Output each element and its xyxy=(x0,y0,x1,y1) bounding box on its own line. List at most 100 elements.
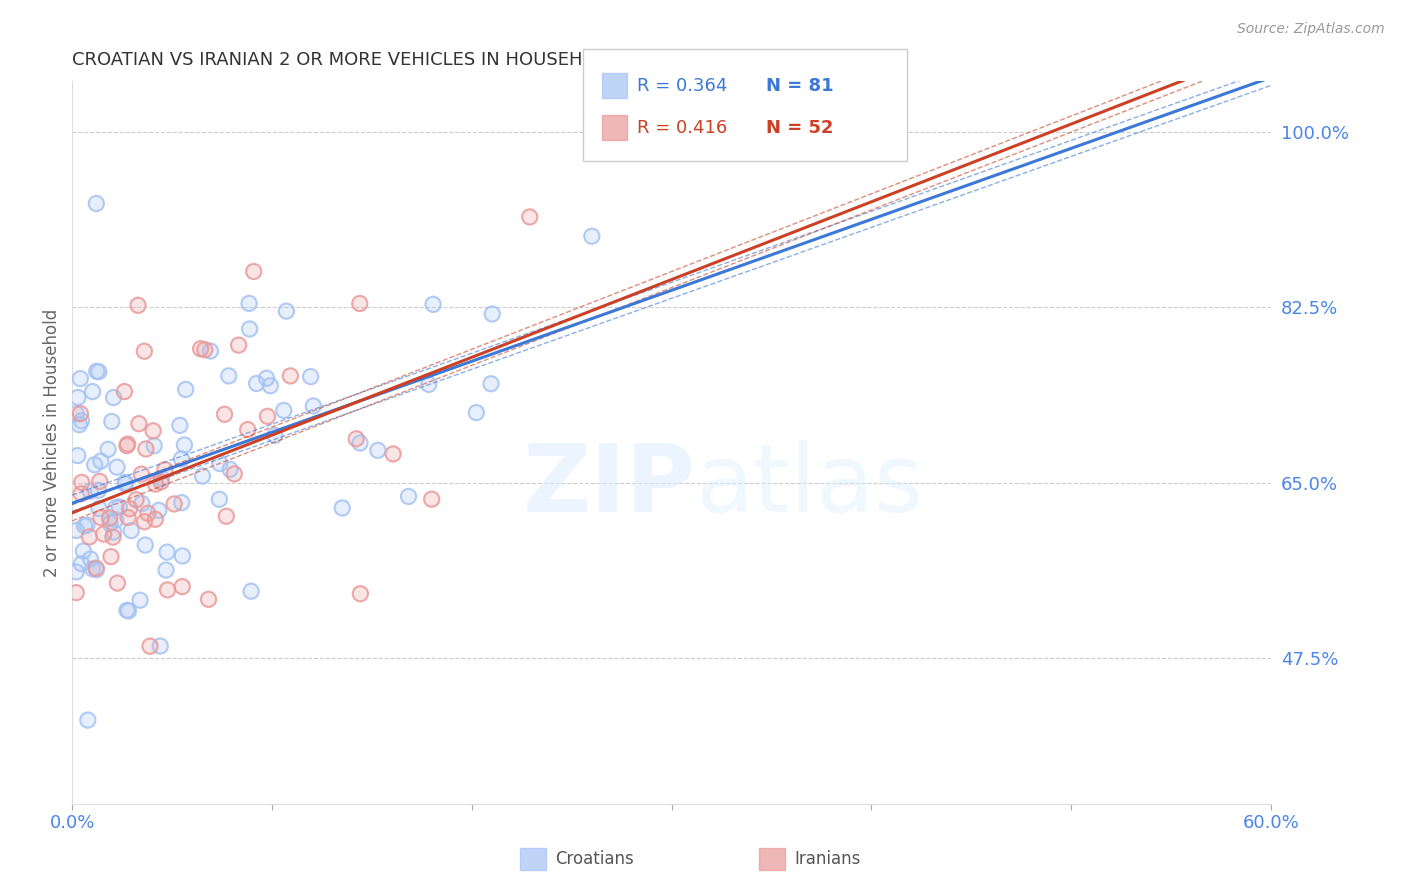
Point xyxy=(87,365,110,379)
Point xyxy=(79,484,101,499)
Point xyxy=(148,503,170,517)
Point xyxy=(104,500,127,515)
Point xyxy=(70,475,93,490)
Point xyxy=(129,593,152,607)
Point xyxy=(194,343,217,357)
Point xyxy=(191,469,214,483)
Point xyxy=(117,510,139,524)
Point xyxy=(114,476,136,491)
Point xyxy=(103,524,125,539)
Point xyxy=(70,486,93,500)
Point xyxy=(197,592,219,607)
Point xyxy=(65,565,87,579)
Point xyxy=(136,506,159,520)
Point xyxy=(86,364,108,378)
Point xyxy=(156,582,179,597)
Point xyxy=(236,423,259,437)
Point xyxy=(153,463,176,477)
Point xyxy=(66,391,89,405)
Point xyxy=(67,417,90,432)
Point xyxy=(117,437,139,451)
Point xyxy=(87,365,110,379)
Point xyxy=(89,475,111,489)
Point xyxy=(139,639,162,653)
Point xyxy=(170,495,193,509)
Point xyxy=(398,490,420,504)
Point xyxy=(66,449,89,463)
Point xyxy=(190,342,212,356)
Point xyxy=(190,342,212,356)
Point xyxy=(349,587,371,601)
Point xyxy=(82,384,104,399)
Point xyxy=(156,545,179,559)
Text: Croatians: Croatians xyxy=(555,850,634,868)
Point xyxy=(90,454,112,468)
Point xyxy=(256,409,278,424)
Point xyxy=(72,544,94,558)
Point xyxy=(273,403,295,417)
Point xyxy=(172,580,194,594)
Point xyxy=(218,368,240,383)
Point xyxy=(70,557,93,571)
Point xyxy=(79,530,101,544)
Point xyxy=(118,501,141,516)
Point xyxy=(90,510,112,524)
Point xyxy=(349,436,371,450)
Point xyxy=(131,497,153,511)
Point xyxy=(117,437,139,451)
Point xyxy=(422,297,444,311)
Point xyxy=(197,592,219,607)
Point xyxy=(153,463,176,477)
Point xyxy=(172,549,194,563)
Point xyxy=(120,524,142,538)
Point xyxy=(114,476,136,491)
Point xyxy=(398,490,420,504)
Point xyxy=(112,384,135,399)
Point xyxy=(135,442,157,456)
Point xyxy=(139,639,162,653)
Point xyxy=(259,378,281,392)
Point xyxy=(367,443,389,458)
Text: R = 0.416: R = 0.416 xyxy=(637,119,727,136)
Point xyxy=(100,549,122,564)
Point xyxy=(79,552,101,566)
Point xyxy=(104,513,127,527)
Point xyxy=(479,376,502,391)
Point xyxy=(208,492,231,507)
Point xyxy=(100,549,122,564)
Point xyxy=(330,500,353,515)
Point xyxy=(129,593,152,607)
Point xyxy=(83,458,105,472)
Point xyxy=(163,497,186,511)
Point xyxy=(115,439,138,453)
Point xyxy=(65,565,87,579)
Point xyxy=(87,483,110,498)
Point xyxy=(240,584,263,599)
Point xyxy=(349,296,371,310)
Point xyxy=(349,436,371,450)
Point xyxy=(208,457,231,471)
Point xyxy=(280,368,302,383)
Point xyxy=(349,587,371,601)
Point xyxy=(98,516,121,531)
Point xyxy=(117,510,139,524)
Point xyxy=(263,428,285,442)
Point xyxy=(84,196,107,211)
Point xyxy=(72,544,94,558)
Point xyxy=(70,414,93,428)
Text: Source: ZipAtlas.com: Source: ZipAtlas.com xyxy=(1237,22,1385,37)
Point xyxy=(299,369,322,384)
Point xyxy=(135,442,157,456)
Point xyxy=(581,229,603,244)
Point xyxy=(100,415,122,429)
Point xyxy=(134,538,156,552)
Point xyxy=(86,563,108,577)
Point xyxy=(163,497,186,511)
Point xyxy=(145,477,167,491)
Point xyxy=(156,582,179,597)
Point xyxy=(273,403,295,417)
Point xyxy=(191,469,214,483)
Point xyxy=(581,229,603,244)
Point xyxy=(101,530,124,544)
Point xyxy=(219,462,242,476)
